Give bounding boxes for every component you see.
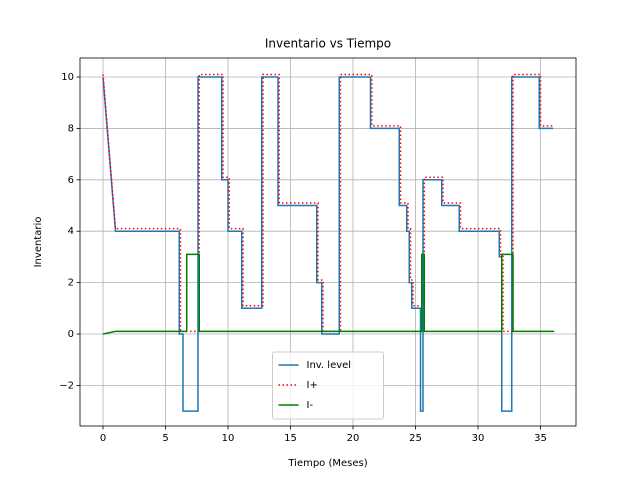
- ticks: 0 5 10 15 20 25 30 35 −2 0 2 4 6 8 10: [59, 72, 547, 444]
- y-tick-label: 6: [68, 175, 74, 186]
- legend-label: I-: [307, 400, 314, 411]
- x-axis-label: Tiempo (Meses): [287, 458, 367, 469]
- data-line: [102, 253, 555, 335]
- x-tick-label: 5: [162, 433, 168, 444]
- y-tick-label: −2: [59, 380, 74, 391]
- data-line: [102, 76, 553, 412]
- legend: Inv. level I+ I-: [272, 351, 384, 420]
- y-tick-label: 10: [61, 72, 74, 83]
- y-axis-label: Inventario: [33, 217, 44, 268]
- x-tick-label: 15: [284, 433, 297, 444]
- axes-frame: [79, 57, 577, 427]
- legend-box: [272, 351, 384, 420]
- x-tick-label: 35: [534, 433, 547, 444]
- x-tick-label: 10: [222, 433, 235, 444]
- plot-area: [102, 73, 555, 412]
- legend-label: Inv. level: [307, 360, 352, 371]
- x-tick-label: 0: [100, 433, 106, 444]
- y-tick-label: 4: [68, 226, 74, 237]
- legend-label: I+: [307, 380, 318, 391]
- x-tick-label: 25: [409, 433, 422, 444]
- x-tick-label: 20: [347, 433, 360, 444]
- chart-title: Inventario vs Tiempo: [265, 37, 391, 51]
- y-tick-label: 8: [68, 123, 74, 134]
- y-tick-label: 2: [68, 278, 74, 289]
- x-tick-label: 30: [472, 433, 485, 444]
- y-tick-label: 0: [68, 329, 74, 340]
